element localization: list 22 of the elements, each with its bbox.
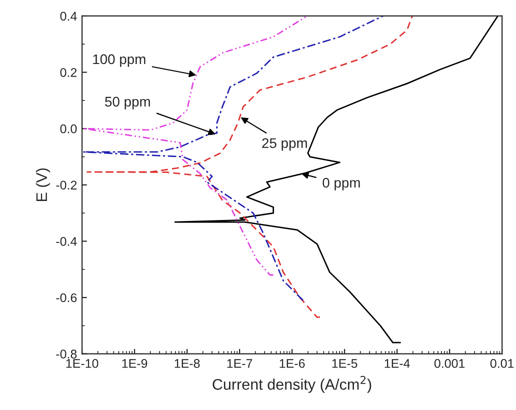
y-tick-label: -0.2: [56, 180, 77, 190]
y-axis-title: E (V): [36, 168, 50, 202]
x-tick-label: 0.01: [490, 359, 514, 368]
annotation: 100 ppm: [93, 54, 146, 67]
x-tick-label: 0.001: [434, 359, 465, 368]
y-tick-label: 0.0: [60, 124, 77, 134]
x-tick-label: 1E-9: [122, 359, 148, 368]
x-tick-label: 1E-7: [227, 359, 252, 368]
x-tick-label: 1E-4: [384, 359, 410, 368]
annotation: 50 ppm: [105, 96, 150, 110]
annotation: 0 ppm: [322, 178, 360, 190]
x-tick-label: 1E-6: [280, 359, 305, 368]
y-tick-label: 0.4: [60, 12, 77, 21]
x-axis-title: Current density (A/cm$^{2}$): [212, 376, 372, 393]
y-tick-label: -0.4: [56, 237, 77, 246]
y-tick-label: -0.8: [56, 350, 77, 358]
x-tick-label: 1E-10: [66, 359, 98, 368]
y-tick-label: 0.2: [60, 68, 77, 77]
x-tick-label: 1E-8: [174, 359, 200, 368]
x-tick-label: 1E-5: [332, 359, 358, 368]
annotation: 25 ppm: [262, 138, 307, 151]
y-tick-label: -0.6: [56, 293, 77, 302]
